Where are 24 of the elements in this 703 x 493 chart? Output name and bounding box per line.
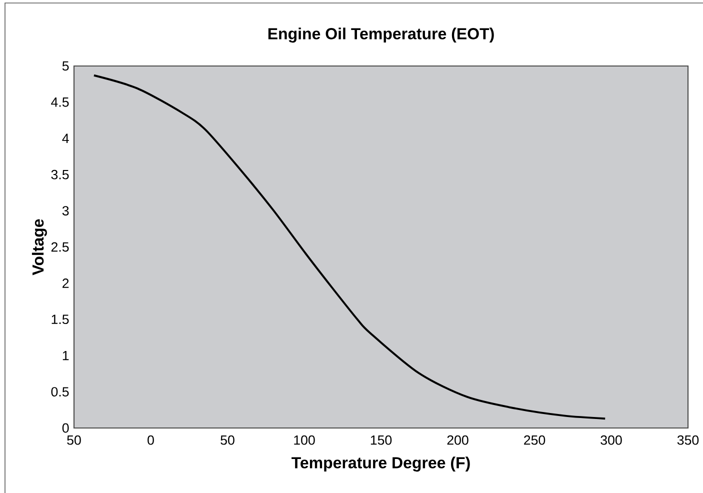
x-tick-label: 300 [600,435,622,445]
y-tick-label: 3 [62,206,69,216]
y-tick-label: 4 [62,134,69,143]
y-tick-label: 0 [62,423,69,433]
chart-title: Engine Oil Temperature (EOT) [268,28,494,43]
x-tick-label: 100 [294,435,315,445]
y-tick-label: 3.5 [51,170,69,180]
y-tick-label: 0.5 [51,387,69,397]
x-tick-label: 0 [148,435,154,445]
x-tick-label: 200 [447,435,468,445]
x-tick-label: 250 [524,435,546,445]
x-tick-label: 50 [220,435,234,445]
y-tick-label: 1 [62,351,69,360]
y-tick-label: 4.5 [51,98,69,107]
y-tick-label: 2 [62,278,69,288]
y-tick-label: 5 [62,61,69,71]
y-tick-label: 1.5 [52,314,69,324]
x-tick-label: 350 [677,435,699,445]
x-axis-title: Temperature Degree (F) [292,456,470,472]
x-tick-label: 150 [370,435,392,445]
y-tick-label: 2.5 [51,242,69,252]
line-series [92,74,606,420]
y-axis-title: Voltage [32,219,47,276]
x-tick-label: 50 [67,435,81,445]
